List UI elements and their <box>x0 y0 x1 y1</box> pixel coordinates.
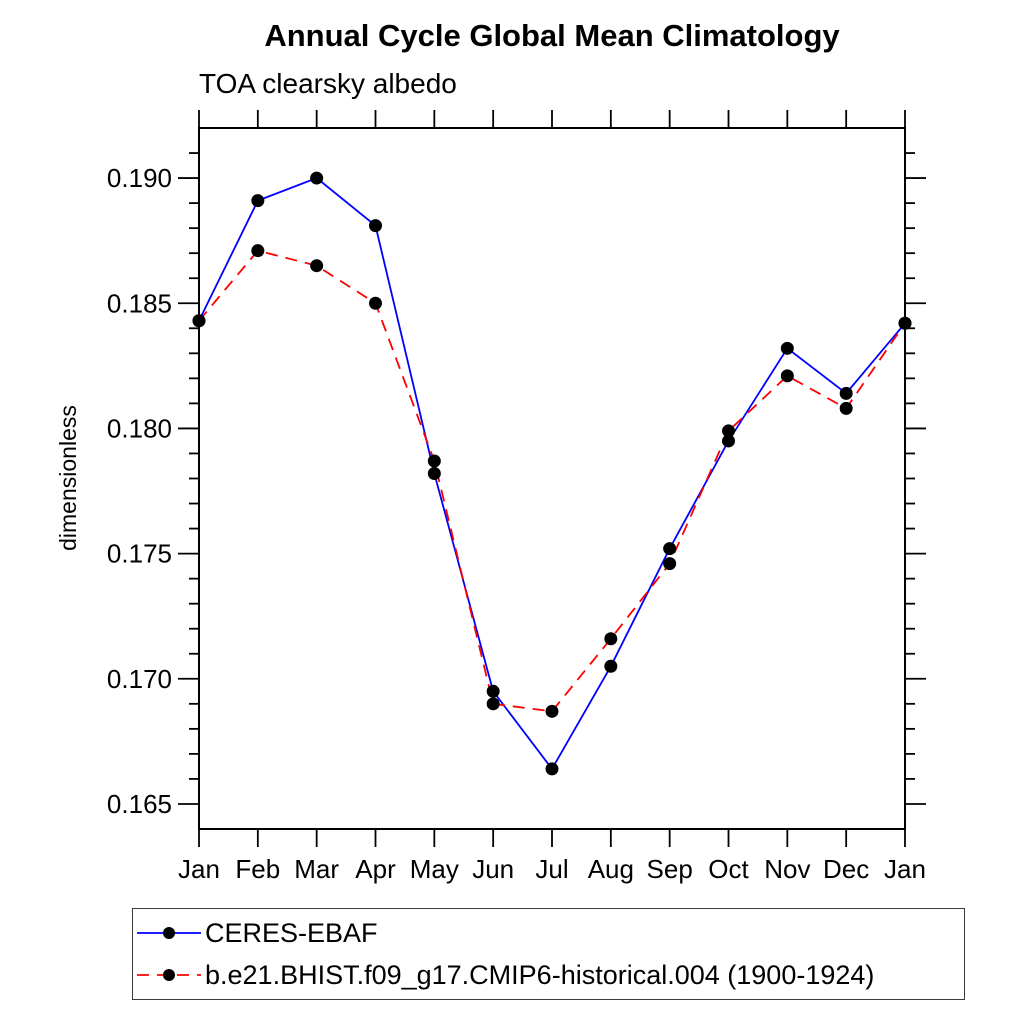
data-point-marker-1 <box>369 296 382 310</box>
legend-item-ceres: CERES-EBAF <box>135 913 964 953</box>
y-tick-label: 0.165 <box>107 789 172 819</box>
legend-label-ceres: CERES-EBAF <box>205 917 378 948</box>
y-tick-label: 0.185 <box>107 288 172 318</box>
x-tick-label: Feb <box>235 854 280 884</box>
data-point-marker-0 <box>369 219 382 233</box>
chart-subtitle: TOA clearsky albedo <box>199 68 457 99</box>
legend-marker-ceres <box>163 927 175 939</box>
data-point-marker-0 <box>427 466 441 480</box>
plot-frame <box>198 127 906 830</box>
chart-title: Annual Cycle Global Mean Climatology <box>264 18 840 53</box>
data-point-marker-0 <box>780 341 794 355</box>
data-point-marker-1 <box>192 314 206 328</box>
legend-line-sample-model <box>137 969 201 981</box>
legend: CERES-EBAF b.e21.BHIST.f09_g17.CMIP6-his… <box>132 908 965 1000</box>
x-tick-label: Jan <box>178 854 220 884</box>
data-point-marker-1 <box>839 401 853 415</box>
x-tick-label: Dec <box>823 854 869 884</box>
data-point-marker-1 <box>427 454 441 468</box>
data-point-marker-1 <box>780 369 794 383</box>
x-tick-label: Aug <box>588 854 634 884</box>
legend-item-model: b.e21.BHIST.f09_g17.CMIP6-historical.004… <box>135 955 964 995</box>
x-tick-label: Apr <box>355 854 396 884</box>
y-tick-label: 0.175 <box>107 539 172 569</box>
data-point-marker-1 <box>898 316 912 330</box>
legend-label-model: b.e21.BHIST.f09_g17.CMIP6-historical.004… <box>205 959 875 990</box>
data-point-marker-1 <box>722 424 735 438</box>
data-point-marker-0 <box>663 542 677 556</box>
data-point-marker-1 <box>310 259 324 273</box>
data-point-marker-1 <box>604 632 618 646</box>
data-point-marker-0 <box>310 171 324 185</box>
data-point-marker-1 <box>545 704 559 718</box>
series-line-0 <box>198 177 906 771</box>
legend-marker-model <box>163 969 175 981</box>
data-point-marker-0 <box>604 659 618 673</box>
data-point-marker-0 <box>839 386 853 400</box>
x-tick-label: Oct <box>708 854 749 884</box>
x-tick-label: Mar <box>294 854 339 884</box>
x-tick-label: Sep <box>647 854 693 884</box>
data-point-marker-0 <box>486 684 500 698</box>
data-point-marker-1 <box>486 697 500 711</box>
y-tick-label: 0.170 <box>107 664 172 694</box>
x-tick-label: May <box>410 854 459 884</box>
data-point-marker-0 <box>251 194 265 208</box>
data-point-marker-1 <box>663 557 677 571</box>
x-tick-label: Nov <box>764 854 810 884</box>
x-tick-label: Jan <box>884 854 926 884</box>
y-tick-label: 0.180 <box>107 413 172 443</box>
data-point-marker-0 <box>722 434 735 448</box>
x-tick-label: Jul <box>535 854 568 884</box>
y-tick-label: 0.190 <box>107 163 172 193</box>
data-point-marker-0 <box>545 762 559 776</box>
x-tick-label: Jun <box>472 854 514 884</box>
legend-line-sample-ceres <box>137 927 201 939</box>
data-point-marker-1 <box>251 244 265 258</box>
series-line-1 <box>198 249 906 713</box>
